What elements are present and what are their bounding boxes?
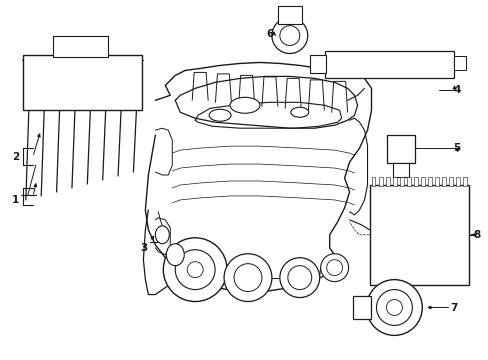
Bar: [455, 177, 459, 186]
Bar: [85, 60, 95, 103]
Bar: [324, 50, 453, 78]
Ellipse shape: [155, 226, 169, 244]
Bar: [399, 177, 403, 186]
Bar: [462, 177, 466, 186]
Text: 5: 5: [453, 143, 460, 153]
Bar: [406, 177, 410, 186]
Circle shape: [187, 262, 203, 278]
Circle shape: [320, 254, 348, 282]
Bar: [352, 296, 370, 319]
Bar: [385, 177, 389, 186]
Bar: [116, 60, 126, 103]
Bar: [441, 177, 445, 186]
Text: 7: 7: [449, 302, 457, 312]
Text: 6: 6: [266, 28, 273, 39]
Ellipse shape: [166, 244, 184, 266]
Text: 3: 3: [141, 243, 148, 253]
Text: 4: 4: [452, 85, 460, 95]
Circle shape: [326, 260, 342, 276]
Ellipse shape: [229, 97, 260, 113]
Bar: [392, 177, 396, 186]
Bar: [309, 55, 325, 73]
Circle shape: [287, 266, 311, 289]
Circle shape: [366, 280, 422, 336]
Circle shape: [224, 254, 271, 302]
Ellipse shape: [209, 109, 230, 121]
Bar: [131, 60, 141, 103]
Bar: [427, 177, 431, 186]
Circle shape: [234, 264, 262, 292]
Circle shape: [279, 258, 319, 298]
Bar: [386, 135, 414, 163]
Bar: [53, 36, 107, 58]
Text: 2: 2: [12, 152, 20, 162]
Bar: [448, 177, 452, 186]
Bar: [413, 177, 417, 186]
Bar: [371, 177, 375, 186]
Bar: [70, 60, 80, 103]
Bar: [393, 163, 408, 177]
Bar: [434, 177, 438, 186]
Circle shape: [376, 289, 411, 325]
Circle shape: [386, 300, 402, 315]
Bar: [23, 55, 142, 110]
Bar: [369, 185, 468, 285]
Bar: [24, 60, 34, 103]
Text: 8: 8: [472, 230, 480, 240]
Bar: [420, 177, 424, 186]
Ellipse shape: [290, 107, 308, 117]
Circle shape: [175, 250, 215, 289]
Bar: [55, 60, 64, 103]
Circle shape: [279, 26, 299, 45]
Text: 1: 1: [12, 195, 20, 205]
Bar: [39, 60, 49, 103]
Bar: [378, 177, 382, 186]
Circle shape: [271, 18, 307, 54]
Circle shape: [163, 238, 226, 302]
Bar: [101, 60, 110, 103]
Bar: [277, 6, 301, 24]
Bar: [453, 57, 465, 71]
